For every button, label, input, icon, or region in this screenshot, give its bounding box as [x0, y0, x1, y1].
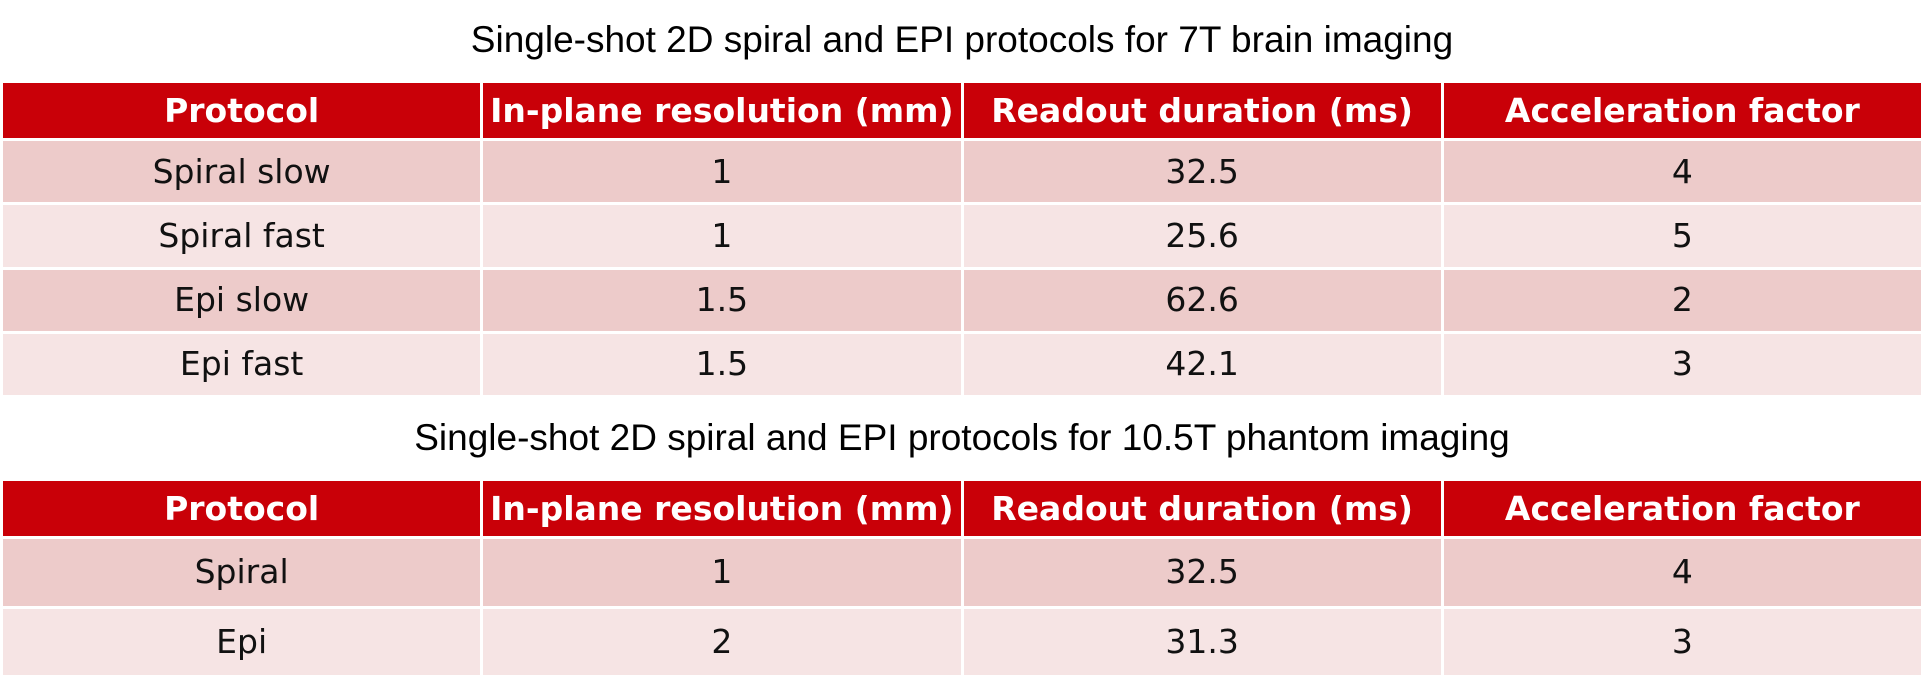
cell-acceleration-factor: 2 — [1443, 269, 1921, 331]
header-acceleration-factor: Acceleration factor — [1443, 83, 1921, 138]
cell-protocol: Spiral slow — [3, 141, 481, 203]
protocol-table-7t: Protocol In-plane resolution (mm) Readou… — [0, 80, 1924, 398]
table-row: Spiral slow 1 32.5 4 — [3, 141, 1921, 203]
cell-acceleration-factor: 3 — [1443, 608, 1921, 675]
cell-readout-duration: 32.5 — [963, 539, 1441, 606]
header-row: Protocol In-plane resolution (mm) Readou… — [3, 481, 1921, 536]
table-row: Epi fast 1.5 42.1 3 — [3, 333, 1921, 395]
header-acceleration-factor: Acceleration factor — [1443, 481, 1921, 536]
cell-acceleration-factor: 3 — [1443, 333, 1921, 395]
section-7t: Single-shot 2D spiral and EPI protocols … — [0, 19, 1924, 398]
header-readout-duration: Readout duration (ms) — [963, 481, 1441, 536]
cell-readout-duration: 62.6 — [963, 269, 1441, 331]
cell-in-plane-resolution: 1 — [483, 539, 961, 606]
header-protocol: Protocol — [3, 83, 481, 138]
cell-protocol: Spiral fast — [3, 205, 481, 267]
cell-protocol: Epi — [3, 608, 481, 675]
table-row: Spiral 1 32.5 4 — [3, 539, 1921, 606]
cell-readout-duration: 25.6 — [963, 205, 1441, 267]
table-title-10-5t: Single-shot 2D spiral and EPI protocols … — [414, 417, 1510, 458]
cell-in-plane-resolution: 1 — [483, 141, 961, 203]
cell-readout-duration: 32.5 — [963, 141, 1441, 203]
cell-in-plane-resolution: 1.5 — [483, 269, 961, 331]
cell-protocol: Epi slow — [3, 269, 481, 331]
table-title-7t: Single-shot 2D spiral and EPI protocols … — [470, 19, 1454, 60]
table-row: Epi slow 1.5 62.6 2 — [3, 269, 1921, 331]
header-in-plane-resolution: In-plane resolution (mm) — [483, 481, 961, 536]
cell-acceleration-factor: 4 — [1443, 539, 1921, 606]
header-protocol: Protocol — [3, 481, 481, 536]
cell-acceleration-factor: 5 — [1443, 205, 1921, 267]
cell-acceleration-factor: 4 — [1443, 141, 1921, 203]
cell-in-plane-resolution: 1.5 — [483, 333, 961, 395]
cell-in-plane-resolution: 1 — [483, 205, 961, 267]
section-10-5t: Single-shot 2D spiral and EPI protocols … — [0, 398, 1924, 678]
table-row: Epi 2 31.3 3 — [3, 608, 1921, 675]
header-row: Protocol In-plane resolution (mm) Readou… — [3, 83, 1921, 138]
cell-readout-duration: 31.3 — [963, 608, 1441, 675]
table-row: Spiral fast 1 25.6 5 — [3, 205, 1921, 267]
cell-protocol: Spiral — [3, 539, 481, 606]
cell-readout-duration: 42.1 — [963, 333, 1441, 395]
protocol-table-10-5t: Protocol In-plane resolution (mm) Readou… — [0, 478, 1924, 678]
header-readout-duration: Readout duration (ms) — [963, 83, 1441, 138]
cell-in-plane-resolution: 2 — [483, 608, 961, 675]
header-in-plane-resolution: In-plane resolution (mm) — [483, 83, 961, 138]
cell-protocol: Epi fast — [3, 333, 481, 395]
